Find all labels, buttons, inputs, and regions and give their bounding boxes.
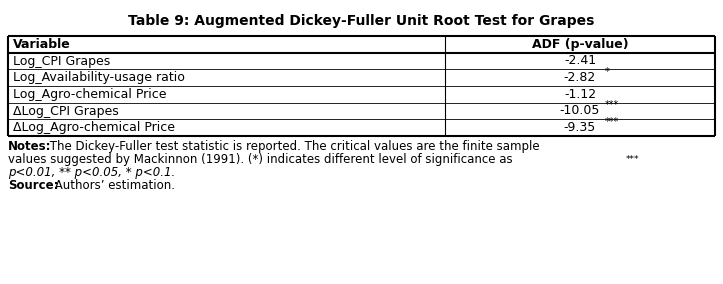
- Text: The Dickey-Fuller test statistic is reported. The critical values are the finite: The Dickey-Fuller test statistic is repo…: [46, 140, 539, 153]
- Text: ADF (p-value): ADF (p-value): [531, 38, 628, 51]
- Text: Source:: Source:: [8, 179, 59, 192]
- Text: -10.05: -10.05: [560, 105, 600, 118]
- Text: ΔLog_CPI Grapes: ΔLog_CPI Grapes: [13, 105, 119, 118]
- Text: Log_Agro-chemical Price: Log_Agro-chemical Price: [13, 88, 166, 101]
- Text: values suggested by Mackinnon (1991). (*) indicates different level of significa: values suggested by Mackinnon (1991). (*…: [8, 153, 516, 166]
- Text: Log_CPI Grapes: Log_CPI Grapes: [13, 55, 110, 68]
- Text: ***: ***: [605, 101, 620, 110]
- Text: Authors’ estimation.: Authors’ estimation.: [51, 179, 175, 192]
- Text: *: *: [605, 67, 609, 77]
- Text: ΔLog_Agro-chemical Price: ΔLog_Agro-chemical Price: [13, 121, 175, 134]
- Text: Variable: Variable: [13, 38, 71, 51]
- Text: ***: ***: [605, 117, 620, 127]
- Text: p<0.01, ** p<0.05, * p<0.1.: p<0.01, ** p<0.05, * p<0.1.: [8, 166, 175, 179]
- Text: Table 9: Augmented Dickey-Fuller Unit Root Test for Grapes: Table 9: Augmented Dickey-Fuller Unit Ro…: [128, 14, 595, 28]
- Text: -2.41: -2.41: [564, 55, 596, 68]
- Text: -9.35: -9.35: [564, 121, 596, 134]
- Text: -2.82: -2.82: [564, 71, 596, 84]
- Text: -1.12: -1.12: [564, 88, 596, 101]
- Text: Log_Availability-usage ratio: Log_Availability-usage ratio: [13, 71, 185, 84]
- Text: Notes:: Notes:: [8, 140, 51, 153]
- Text: ***: ***: [626, 155, 640, 164]
